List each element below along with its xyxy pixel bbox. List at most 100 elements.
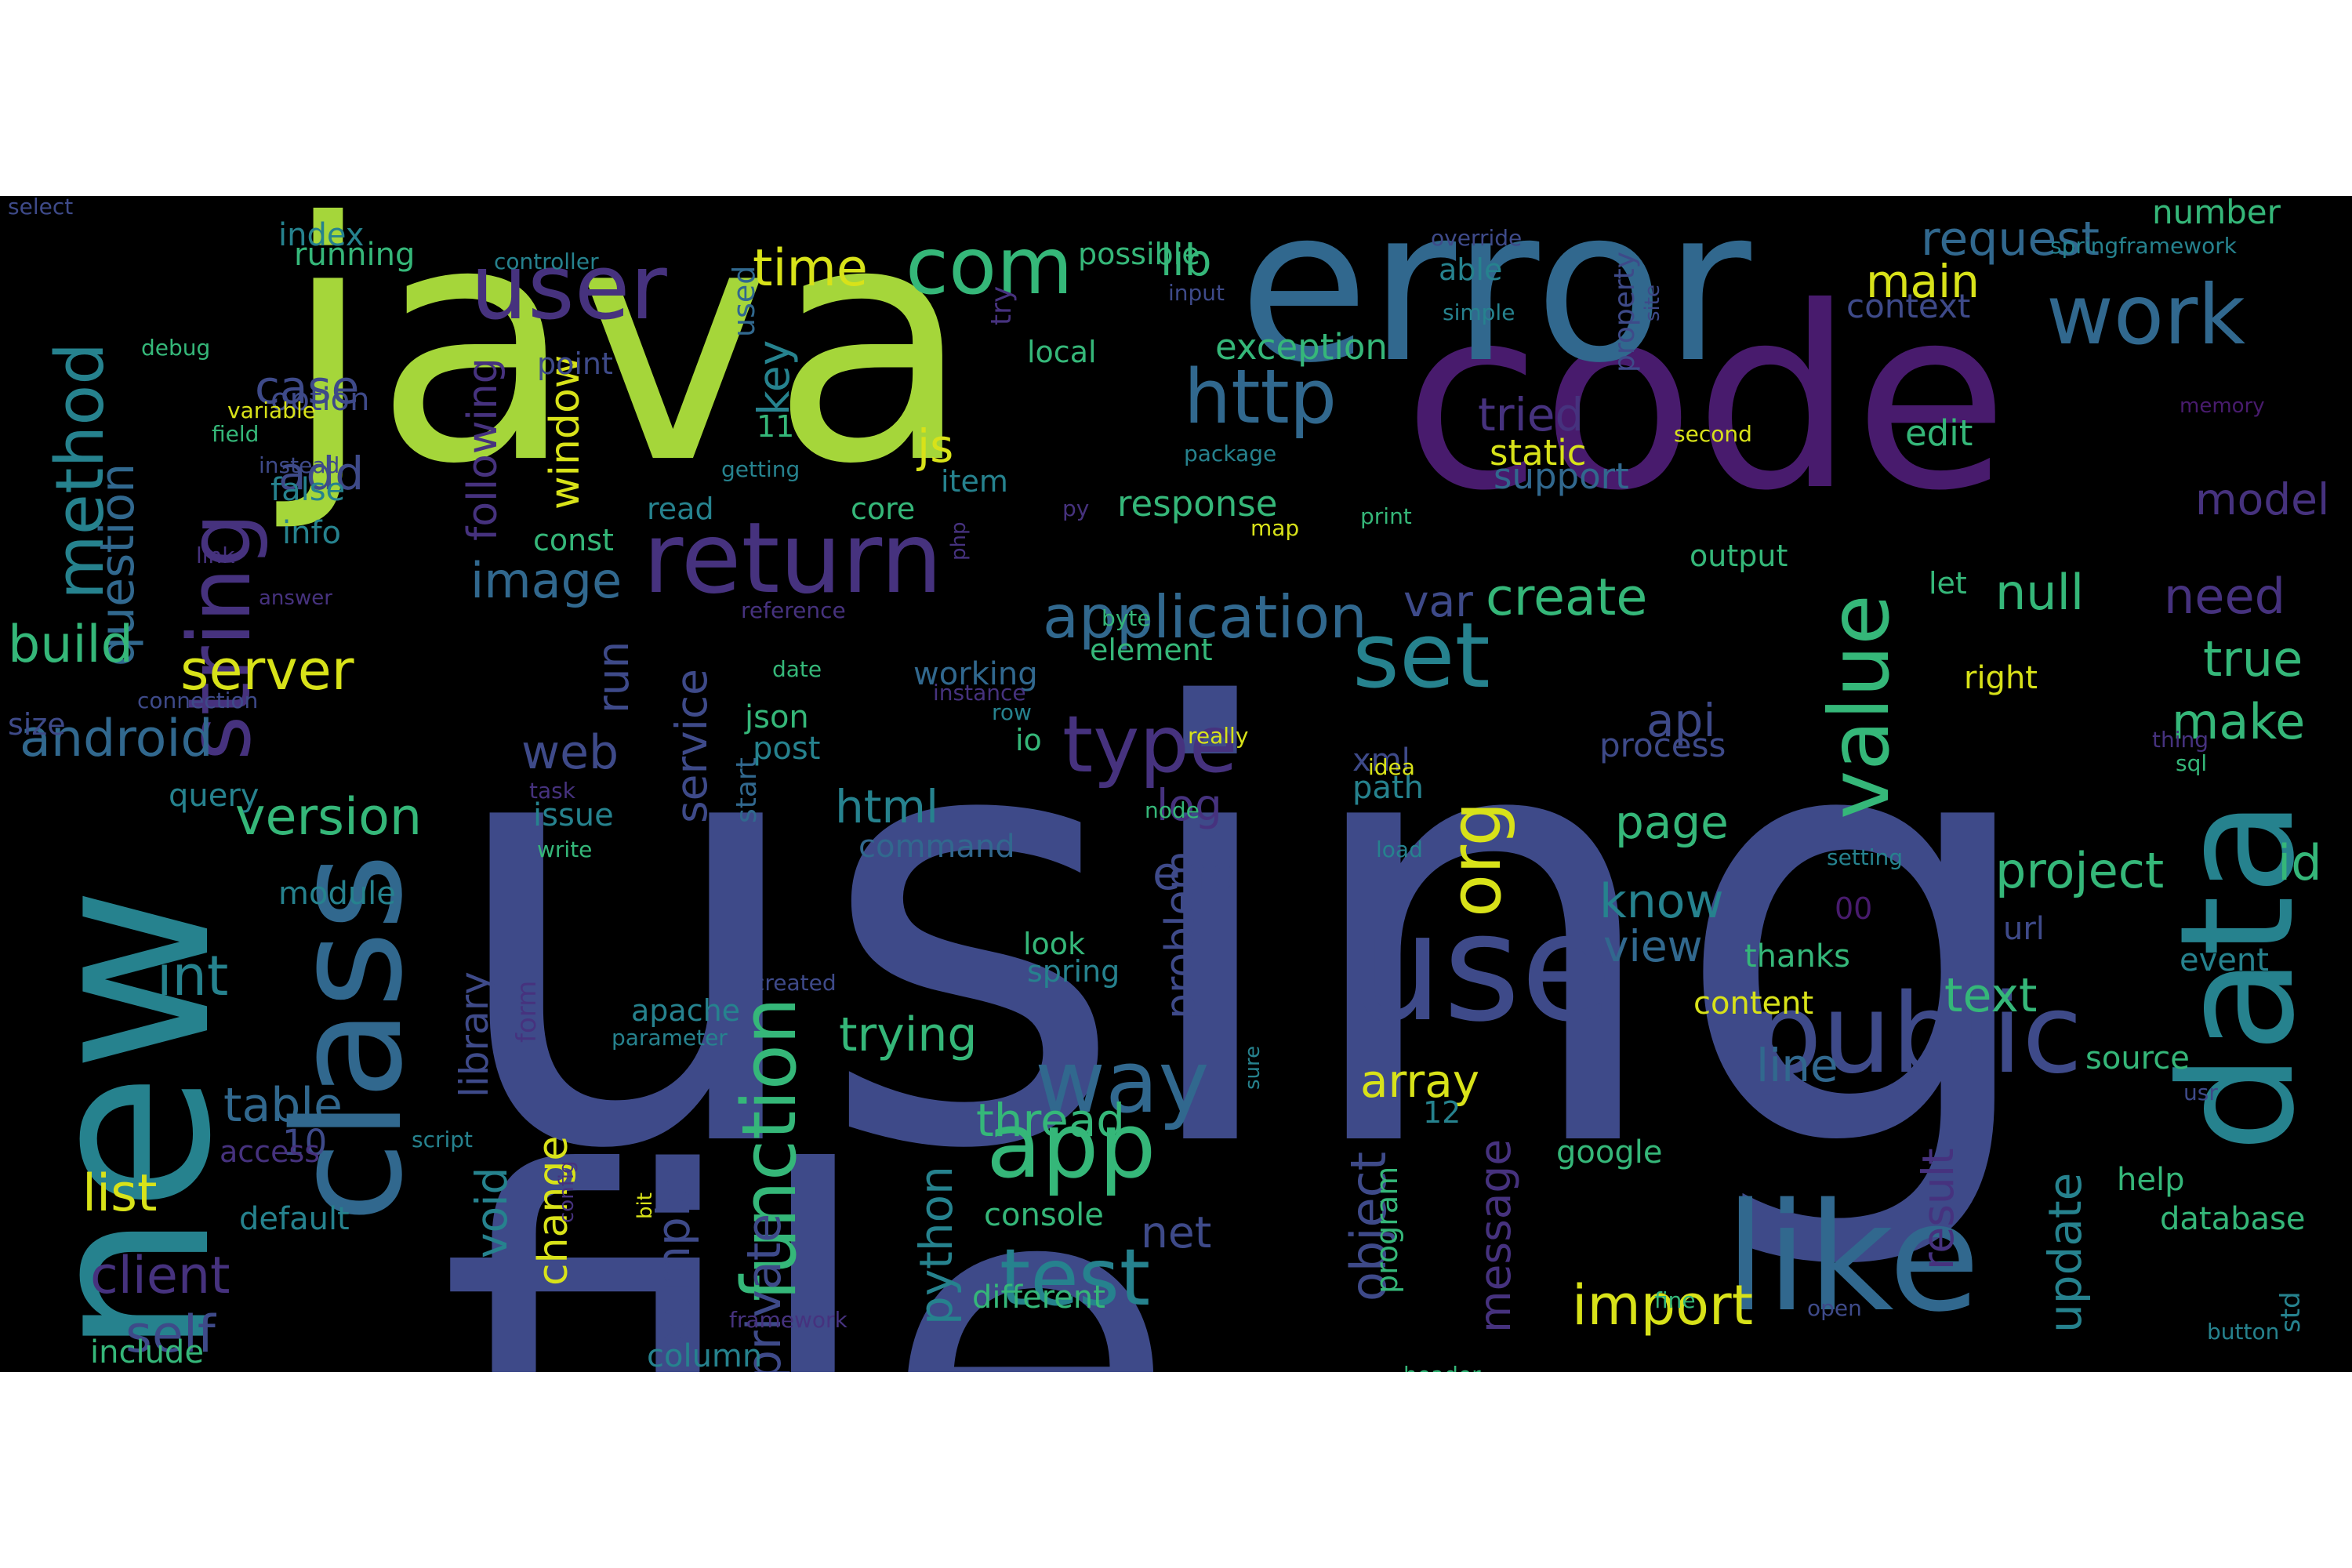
word-python: python [909, 1166, 963, 1325]
word-api: api [1646, 694, 1716, 747]
word-help: help [2117, 1162, 2185, 1198]
word-file: file [439, 1073, 1180, 1373]
word-io: io [1015, 723, 1042, 757]
word-index: index [278, 217, 365, 253]
word-service: service [666, 668, 717, 823]
word-open: open [1807, 1295, 1862, 1321]
word-select: select [8, 196, 74, 220]
word-header: header [1403, 1364, 1481, 1373]
word-image: image [470, 552, 622, 609]
word-result: result [1913, 1148, 1963, 1270]
word-var: var [1403, 576, 1473, 626]
word-read: read [647, 492, 714, 526]
word-sql: sql [2176, 750, 2208, 776]
word-let: let [1929, 566, 1967, 601]
word-created: created [753, 970, 837, 996]
word-working: working [913, 656, 1038, 692]
word-try: try [985, 285, 1018, 325]
word-value: value [1812, 594, 1907, 819]
word-info: info [282, 515, 342, 551]
word-false: false [270, 472, 346, 508]
word-php: php [947, 521, 971, 561]
word-date: date [772, 656, 822, 682]
word-form: form [511, 980, 543, 1043]
word-return: return [643, 502, 943, 615]
word-link: link [196, 543, 235, 568]
word-google: google [1556, 1134, 1663, 1171]
word-local: local [1027, 335, 1097, 369]
word-error: error [1239, 196, 1751, 409]
word-size: size [8, 707, 66, 742]
word-know: know [1599, 874, 1724, 929]
word-true: true [2203, 630, 2303, 688]
word-package: package [1184, 441, 1277, 466]
word-log: log [1156, 780, 1222, 830]
word-00: 00 [1835, 891, 1873, 926]
word-number: number [2152, 196, 2281, 231]
word-null: null [1995, 564, 2085, 621]
word-spring: spring [1027, 954, 1120, 989]
word-thread: thread [976, 1094, 1126, 1147]
word-model: model [2195, 474, 2330, 524]
word-usr: usr [2183, 1080, 2218, 1105]
word-server: server [180, 638, 354, 702]
word-really: really [1188, 723, 1249, 749]
word-able: able [1439, 252, 1503, 287]
word-app: app [986, 1094, 1156, 1199]
word-memory: memory [2180, 394, 2265, 418]
word-command: command [858, 829, 1015, 865]
word-public: public [1752, 971, 2083, 1098]
word-post: post [753, 731, 821, 767]
word-version: version [235, 788, 423, 847]
word-thing: thing [2152, 727, 2209, 753]
word-user: user [470, 235, 667, 340]
word-test: test [1000, 1232, 1151, 1323]
word-site: site [1641, 285, 1664, 321]
word-node: node [1145, 797, 1200, 823]
word-used: used [727, 265, 761, 337]
word-idea: idea [1368, 754, 1415, 780]
word-instead: instead [259, 452, 340, 478]
word-answer: answer [259, 586, 332, 610]
word-org: org [1435, 801, 1517, 917]
word-load: load [1376, 837, 1423, 862]
word-add: add [278, 447, 365, 500]
word-const: const [533, 523, 614, 557]
word-possible: possible [1078, 237, 1200, 271]
word-android: android [20, 710, 213, 768]
word-com: com [906, 220, 1073, 312]
word-table: table [223, 1078, 343, 1133]
word-list: list [82, 1164, 158, 1223]
word-edit: edit [1905, 412, 1973, 454]
word-trying: trying [839, 1007, 978, 1062]
word-button: button [2207, 1319, 2280, 1345]
word-work: work [2046, 267, 2246, 363]
word-html: html [835, 780, 939, 833]
word-thanks: thanks [1744, 938, 1850, 975]
word-update: update [2038, 1172, 2092, 1333]
word-key: key [749, 339, 799, 416]
word-task: task [529, 778, 575, 804]
word-variable: variable [227, 397, 316, 423]
word-array: array [1360, 1054, 1480, 1108]
word-py: py [1062, 495, 1090, 521]
word-xml: xml [1352, 742, 1410, 779]
word-code: code [1403, 254, 2009, 546]
word-message: message [1470, 1138, 1520, 1333]
word-10: 10 [282, 1122, 328, 1163]
word-right: right [1964, 660, 2038, 696]
word-net: net [1141, 1207, 1212, 1258]
word-print: print [1360, 503, 1412, 529]
word-sure: sure [1241, 1045, 1265, 1090]
word-main: main [1866, 255, 1980, 308]
word-request: request [1921, 212, 2100, 267]
word-void: void [466, 1167, 517, 1258]
word-write: write [537, 837, 593, 862]
word-look: look [1023, 927, 1086, 961]
word-output: output [1690, 539, 1788, 573]
word-connection: connection [137, 688, 259, 713]
word-make: make [2172, 693, 2306, 750]
word-path: path [1352, 770, 1424, 806]
word-config: config [555, 1160, 579, 1223]
word-controller: controller [494, 249, 599, 274]
